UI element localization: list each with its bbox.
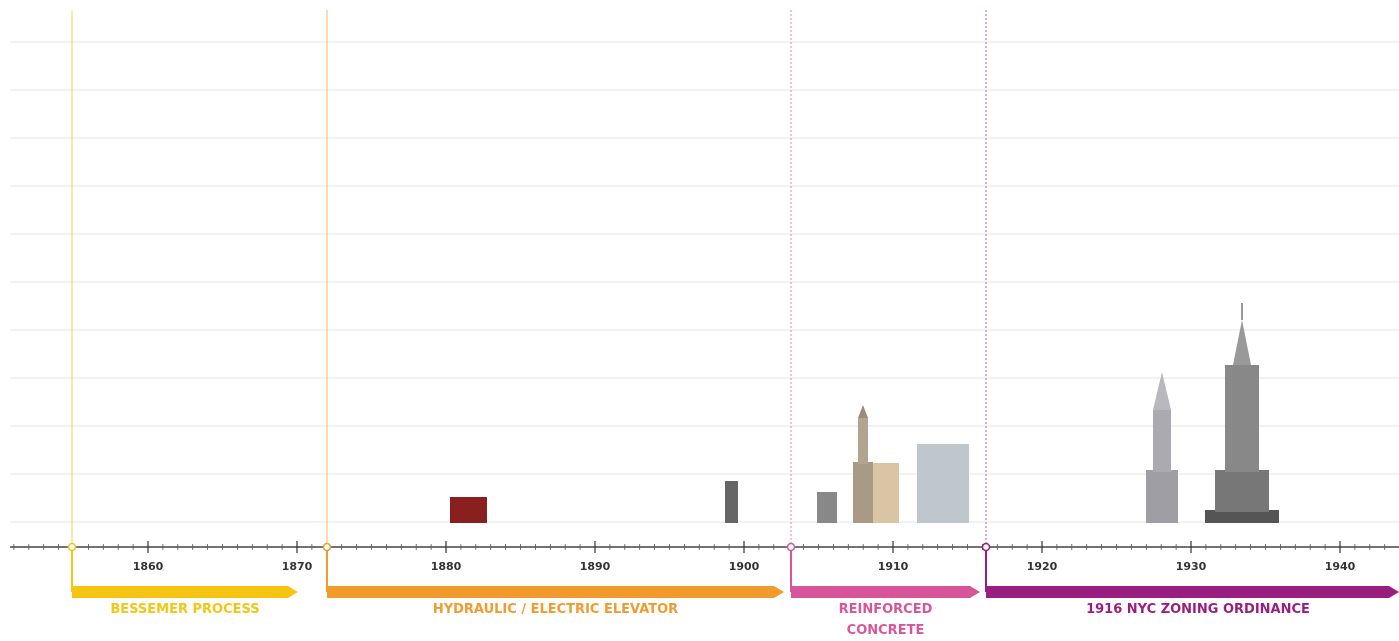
era-marker xyxy=(786,542,796,552)
grid xyxy=(10,41,1399,523)
decade-label: 1940 xyxy=(1325,560,1356,573)
decade-label: 1880 xyxy=(431,560,462,573)
decade-label: 1890 xyxy=(580,560,611,573)
decade-label: 1900 xyxy=(729,560,760,573)
era-label: 1916 NYC ZONING ORDINANCE xyxy=(1086,602,1310,617)
era-arrow xyxy=(72,586,298,598)
era-label: HYDRAULIC / ELECTRIC ELEVATOR xyxy=(433,602,678,617)
era-marker xyxy=(67,542,77,552)
decade-label: 1920 xyxy=(1027,560,1058,573)
buildings xyxy=(450,303,1279,523)
era-label: BESSEMER PROCESS xyxy=(110,602,259,617)
decade-label: 1860 xyxy=(133,560,164,573)
era-arrow xyxy=(327,586,784,598)
era-arrow xyxy=(791,586,980,598)
decade-label: 1930 xyxy=(1176,560,1207,573)
decade-label: 1910 xyxy=(878,560,909,573)
era-marker xyxy=(322,542,332,552)
decade-label: 1870 xyxy=(282,560,313,573)
era-label: REINFORCED xyxy=(839,602,933,617)
era-label: CONCRETE xyxy=(847,623,925,638)
era-marker xyxy=(981,542,991,552)
era-arrow xyxy=(986,586,1399,598)
